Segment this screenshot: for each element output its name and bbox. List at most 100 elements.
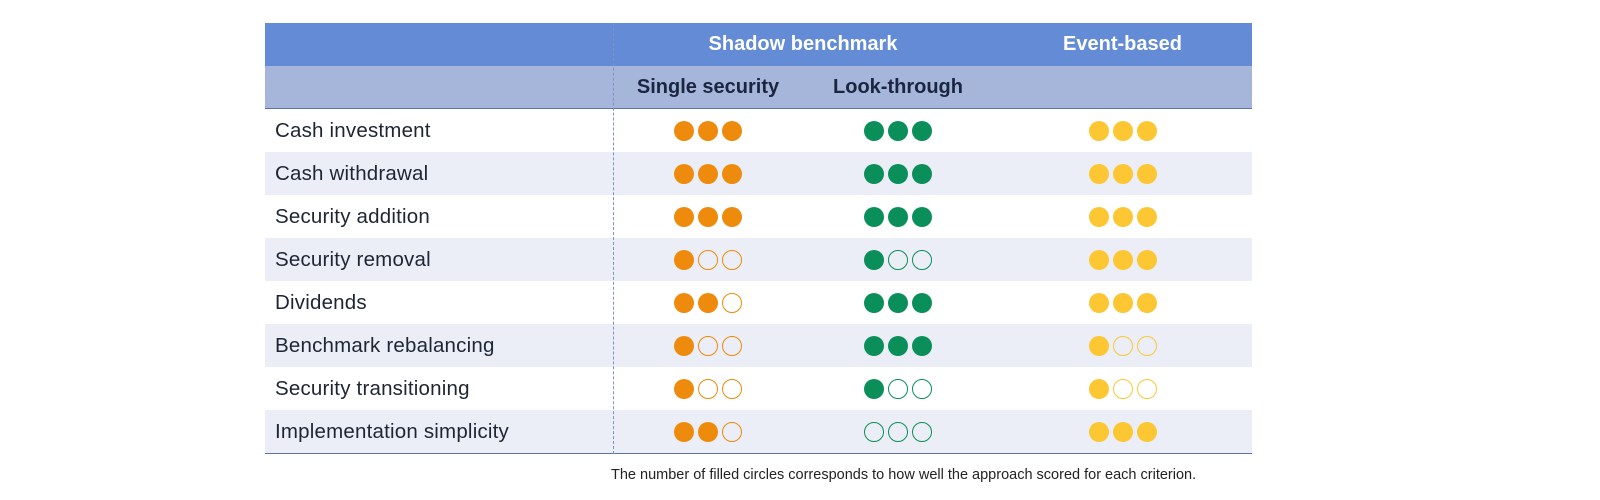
empty-circle-icon: [888, 378, 908, 399]
score-dots: [803, 120, 993, 141]
score-dots: [993, 120, 1252, 141]
row-label: Dividends: [275, 290, 367, 314]
score-cell-event: [993, 335, 1252, 356]
filled-circle-icon: [1136, 206, 1157, 227]
column-divider: [613, 23, 614, 454]
filled-circle-icon: [1112, 163, 1133, 184]
filled-circle-icon: [864, 335, 884, 356]
score-dots: [613, 335, 803, 356]
filled-circle-icon: [864, 249, 884, 270]
filled-circle-icon: [864, 292, 884, 313]
table-row: Dividends: [265, 281, 1252, 324]
filled-circle-icon: [1136, 421, 1157, 442]
score-dots: [613, 249, 803, 270]
filled-circle-icon: [674, 378, 694, 399]
filled-circle-icon: [1088, 163, 1109, 184]
score-dots: [613, 421, 803, 442]
filled-circle-icon: [888, 292, 908, 313]
table-bottom-border: [265, 453, 1252, 454]
score-dots: [993, 206, 1252, 227]
score-cell-look: [803, 378, 993, 399]
score-cell-look: [803, 206, 993, 227]
score-cell-look: [803, 120, 993, 141]
filled-circle-icon: [722, 120, 742, 141]
empty-circle-icon: [1136, 335, 1157, 356]
score-cell-event: [993, 292, 1252, 313]
score-dots: [613, 120, 803, 141]
score-dots: [993, 249, 1252, 270]
header-look-through: Look-through: [833, 75, 963, 98]
filled-circle-icon: [1088, 206, 1109, 227]
table-row: Cash withdrawal: [265, 152, 1252, 195]
footnote: The number of filled circles corresponds…: [611, 467, 1197, 483]
filled-circle-icon: [864, 163, 884, 184]
filled-circle-icon: [674, 335, 694, 356]
filled-circle-icon: [912, 335, 932, 356]
score-dots: [803, 335, 993, 356]
filled-circle-icon: [1136, 120, 1157, 141]
score-dots: [803, 206, 993, 227]
filled-circle-icon: [1112, 292, 1133, 313]
filled-circle-icon: [888, 163, 908, 184]
score-cell-event: [993, 206, 1252, 227]
filled-circle-icon: [698, 120, 718, 141]
table-row: Security removal: [265, 238, 1252, 281]
row-label: Security removal: [275, 247, 431, 271]
filled-circle-icon: [1136, 292, 1157, 313]
header-shadow-benchmark: Shadow benchmark: [708, 33, 898, 55]
filled-circle-icon: [912, 292, 932, 313]
filled-circle-icon: [674, 249, 694, 270]
empty-circle-icon: [912, 249, 932, 270]
filled-circle-icon: [674, 163, 694, 184]
filled-circle-icon: [888, 120, 908, 141]
filled-circle-icon: [864, 206, 884, 227]
empty-circle-icon: [722, 378, 742, 399]
filled-circle-icon: [722, 163, 742, 184]
empty-circle-icon: [1112, 335, 1133, 356]
empty-circle-icon: [722, 249, 742, 270]
filled-circle-icon: [864, 120, 884, 141]
score-dots: [803, 421, 993, 442]
filled-circle-icon: [1088, 378, 1109, 399]
score-cell-single: [613, 421, 803, 442]
filled-circle-icon: [888, 335, 908, 356]
score-dots: [993, 163, 1252, 184]
table-body: Cash investment Cash withdrawal Security a…: [265, 109, 1252, 453]
score-cell-look: [803, 421, 993, 442]
score-cell-event: [993, 378, 1252, 399]
filled-circle-icon: [698, 421, 718, 442]
filled-circle-icon: [1136, 249, 1157, 270]
header-sub-row: Single security Look-through: [265, 66, 1252, 109]
row-label: Benchmark rebalancing: [275, 333, 495, 357]
filled-circle-icon: [1112, 421, 1133, 442]
score-cell-single: [613, 163, 803, 184]
row-label: Security addition: [275, 204, 430, 228]
filled-circle-icon: [722, 206, 742, 227]
header-group-row: Shadow benchmark Event-based: [265, 23, 1252, 66]
filled-circle-icon: [1088, 421, 1109, 442]
empty-circle-icon: [864, 421, 884, 442]
score-dots: [613, 292, 803, 313]
row-label: Cash investment: [275, 118, 431, 142]
empty-circle-icon: [722, 292, 742, 313]
score-dots: [993, 335, 1252, 356]
empty-circle-icon: [698, 249, 718, 270]
filled-circle-icon: [674, 206, 694, 227]
empty-circle-icon: [888, 421, 908, 442]
filled-circle-icon: [1088, 120, 1109, 141]
score-cell-look: [803, 292, 993, 313]
score-cell-event: [993, 249, 1252, 270]
filled-circle-icon: [1088, 335, 1109, 356]
score-cell-single: [613, 206, 803, 227]
row-label: Implementation simplicity: [275, 419, 509, 443]
table-row: Cash investment: [265, 109, 1252, 152]
score-dots: [993, 378, 1252, 399]
filled-circle-icon: [674, 120, 694, 141]
filled-circle-icon: [912, 120, 932, 141]
header-event-based: Event-based: [1063, 33, 1182, 55]
filled-circle-icon: [1136, 163, 1157, 184]
score-dots: [993, 292, 1252, 313]
filled-circle-icon: [1088, 292, 1109, 313]
empty-circle-icon: [698, 378, 718, 399]
header-single-security: Single security: [636, 75, 780, 98]
